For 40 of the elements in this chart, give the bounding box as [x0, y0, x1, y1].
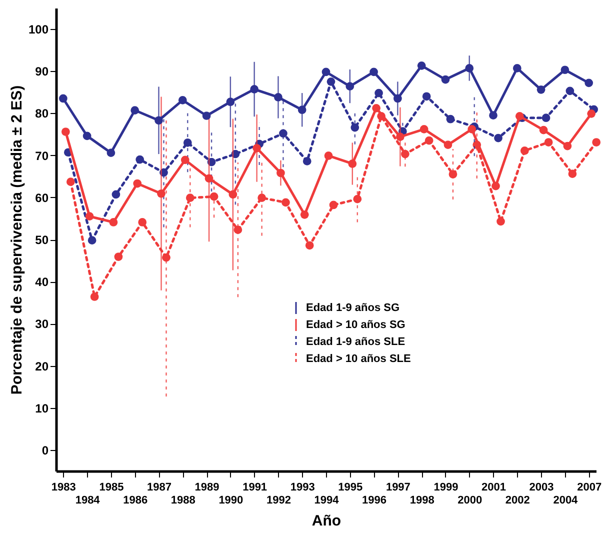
x-tick-label: 1999 — [434, 482, 458, 494]
legend-label: Edad 1-9 años SG — [306, 302, 400, 314]
x-tick-label: 1993 — [290, 482, 315, 494]
legend-label: Edad > 10 años SLE — [306, 353, 411, 365]
x-tick-label: 1985 — [99, 482, 124, 494]
x-tick-label: 1988 — [170, 494, 196, 506]
x-tick-label: 1984 — [75, 494, 101, 506]
x-tick-label: 1997 — [386, 482, 410, 494]
x-tick-label: 1991 — [242, 482, 268, 494]
x-tick-label: 1992 — [266, 494, 291, 506]
y-tick-label: 0 — [42, 443, 49, 458]
x-tick-label: 1996 — [362, 494, 387, 506]
y-tick-label: 80 — [35, 106, 49, 121]
x-tick-label: 1987 — [147, 482, 172, 494]
x-tick-label: 2004 — [553, 494, 579, 506]
x-tick-label: 1990 — [218, 494, 244, 506]
x-tick-label: 2002 — [505, 494, 530, 506]
y-tick-label: 40 — [35, 275, 49, 290]
x-tick-label: 2000 — [458, 494, 482, 506]
y-tick-label: 50 — [35, 233, 49, 247]
x-tick-label: 1983 — [51, 482, 76, 494]
legend-label: Edad > 10 años SG — [306, 319, 406, 331]
y-axis-title: Porcentaje de supervivencia (media ± 2 ES) — [8, 85, 26, 395]
x-axis-title: Año — [312, 512, 342, 530]
x-tick-label: 1986 — [123, 494, 148, 506]
y-tick-label: 10 — [35, 401, 49, 416]
legend-label: Edad 1-9 años SLE — [306, 336, 406, 348]
x-tick-label: 2001 — [482, 482, 506, 494]
x-tick-label: 1994 — [314, 494, 340, 506]
x-tick-label: 1989 — [194, 482, 220, 494]
x-tick-label: 2007 — [577, 482, 602, 494]
y-tick-label: 60 — [35, 190, 49, 205]
y-tick-label: 70 — [35, 148, 49, 163]
y-tick-label: 90 — [35, 64, 49, 79]
y-tick-label: 30 — [35, 317, 49, 332]
y-tick-label: 100 — [28, 22, 49, 37]
y-tick-label: 20 — [35, 359, 49, 374]
x-tick-label: 1995 — [338, 482, 363, 494]
x-tick-label: 1998 — [410, 494, 434, 506]
x-tick-label: 2003 — [529, 482, 554, 494]
